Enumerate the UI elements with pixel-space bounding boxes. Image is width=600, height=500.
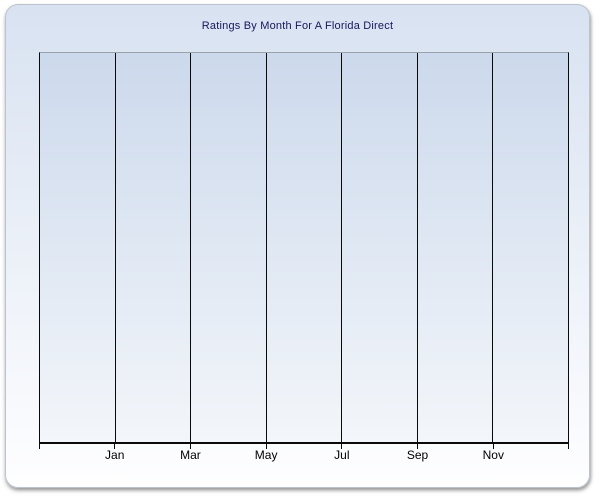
x-axis-label: Sep <box>406 448 429 462</box>
gridline <box>114 53 116 442</box>
axis-tick <box>265 444 267 449</box>
x-axis-label: Mar <box>180 448 201 462</box>
x-axis-label: May <box>254 448 278 462</box>
axis-tick <box>189 444 191 449</box>
plot-area <box>39 52 569 444</box>
gridline <box>492 53 494 442</box>
x-axis-label: Nov <box>482 448 504 462</box>
axis-tick <box>341 444 343 449</box>
axis-tick <box>39 444 40 449</box>
axis-tick <box>492 444 494 449</box>
x-axis-ticks <box>39 444 569 450</box>
axis-tick <box>114 444 116 449</box>
x-axis-label: Jan <box>105 448 125 462</box>
axis-tick <box>568 444 569 449</box>
gridline <box>416 53 418 442</box>
gridline <box>190 53 192 442</box>
x-axis-label: Jul <box>334 448 350 462</box>
axis-tick <box>417 444 419 449</box>
gridline <box>265 53 267 442</box>
chart-panel: Ratings By Month For A Florida Direct Ja… <box>5 4 590 488</box>
x-axis-labels: Jan Mar May Jul Sep Nov <box>39 448 569 464</box>
gridline <box>341 53 343 442</box>
chart-title: Ratings By Month For A Florida Direct <box>201 20 394 32</box>
